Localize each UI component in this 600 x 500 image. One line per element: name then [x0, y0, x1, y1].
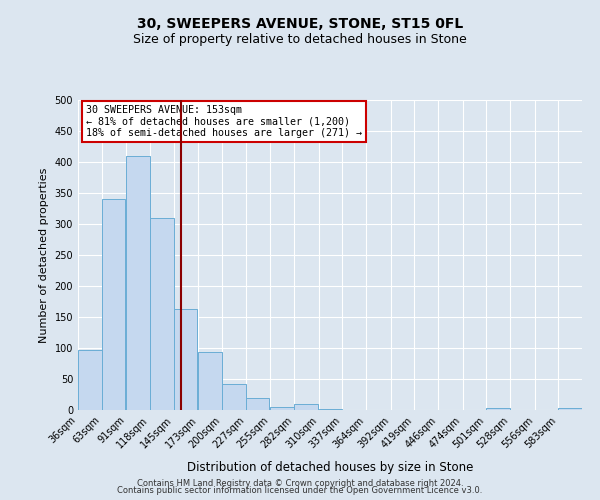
Bar — [270, 407, 294, 410]
Bar — [558, 408, 582, 410]
Bar — [294, 404, 318, 410]
Bar — [150, 218, 174, 410]
Bar — [198, 352, 222, 410]
Bar — [174, 309, 197, 410]
Y-axis label: Number of detached properties: Number of detached properties — [39, 168, 49, 342]
Bar — [319, 409, 342, 410]
Text: Contains public sector information licensed under the Open Government Licence v3: Contains public sector information licen… — [118, 486, 482, 495]
Bar — [78, 350, 102, 410]
Bar — [246, 398, 269, 410]
Bar — [102, 199, 125, 410]
X-axis label: Distribution of detached houses by size in Stone: Distribution of detached houses by size … — [187, 461, 473, 474]
Text: 30 SWEEPERS AVENUE: 153sqm
← 81% of detached houses are smaller (1,200)
18% of s: 30 SWEEPERS AVENUE: 153sqm ← 81% of deta… — [86, 104, 362, 138]
Bar — [222, 384, 246, 410]
Text: Size of property relative to detached houses in Stone: Size of property relative to detached ho… — [133, 32, 467, 46]
Bar — [126, 156, 150, 410]
Text: 30, SWEEPERS AVENUE, STONE, ST15 0FL: 30, SWEEPERS AVENUE, STONE, ST15 0FL — [137, 18, 463, 32]
Bar — [486, 408, 510, 410]
Text: Contains HM Land Registry data © Crown copyright and database right 2024.: Contains HM Land Registry data © Crown c… — [137, 478, 463, 488]
